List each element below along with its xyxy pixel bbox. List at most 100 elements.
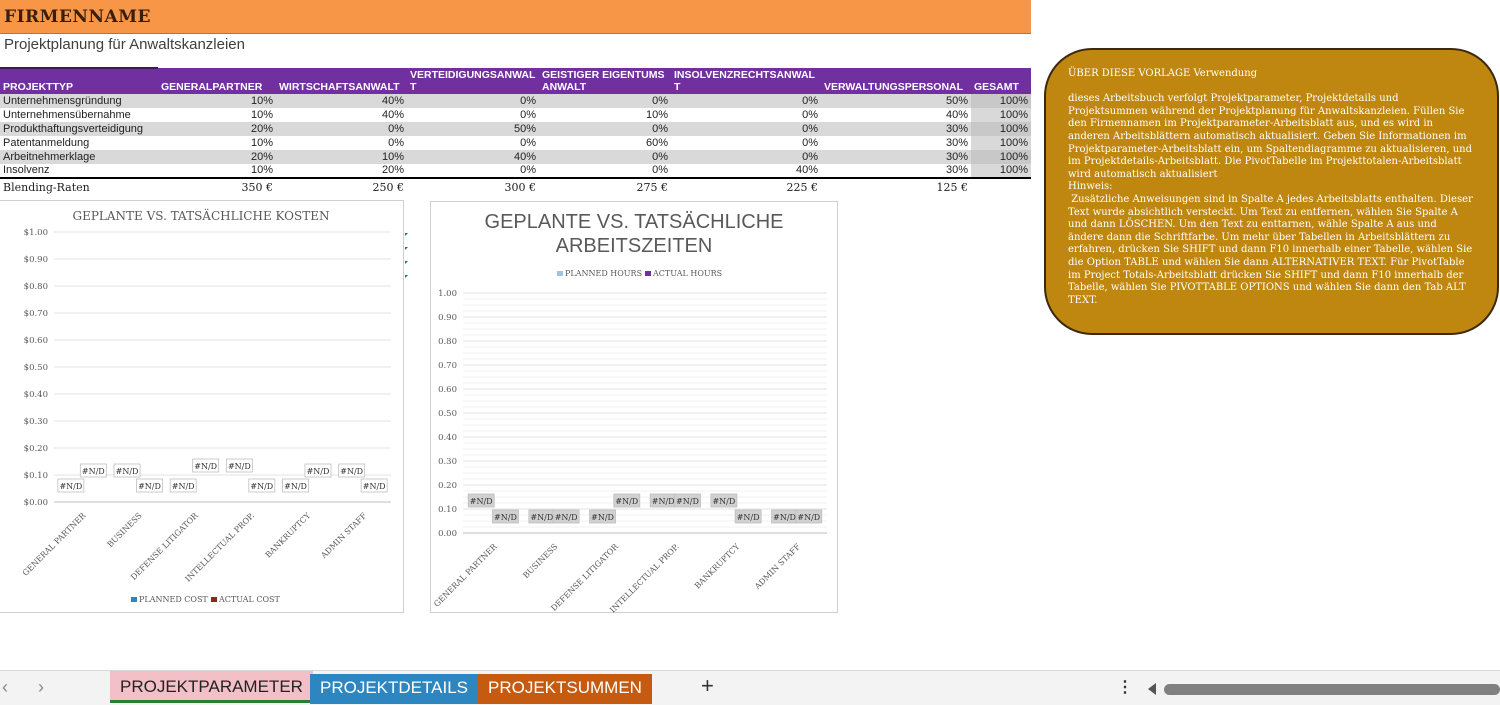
- table-cell[interactable]: 30%: [945, 136, 968, 149]
- column-header[interactable]: GENERALPARTNER: [158, 68, 276, 94]
- table-cell[interactable]: 0%: [671, 150, 821, 164]
- y-tick-label: $0.00: [24, 498, 48, 508]
- data-label: #N/D: [797, 513, 820, 522]
- y-tick-label: $0.40: [24, 390, 48, 400]
- table-cell[interactable]: 10%: [276, 150, 407, 164]
- legend-swatch: [131, 597, 137, 602]
- rate-cell[interactable]: 300 €: [407, 177, 539, 196]
- table-cell[interactable]: 10%: [158, 164, 276, 179]
- y-tick-label: 0.30: [438, 457, 457, 467]
- rate-cell[interactable]: 350 €: [158, 177, 276, 196]
- table-cell[interactable]: 0%: [802, 136, 818, 149]
- table-cell[interactable]: 100%: [971, 108, 1031, 122]
- planned-vs-actual-hours-chart[interactable]: GEPLANTE VS. TATSÄCHLICHE ARBEITSZEITEN …: [430, 201, 838, 614]
- table-cell[interactable]: 0%: [671, 94, 821, 108]
- table-cell[interactable]: 10%: [645, 108, 668, 121]
- table-cell[interactable]: 40%: [276, 94, 407, 108]
- table-cell[interactable]: 0%: [520, 108, 536, 121]
- horizontal-scrollbar[interactable]: [1164, 684, 1500, 695]
- table-cell[interactable]: 0%: [539, 122, 671, 136]
- tab-projektparameter[interactable]: PROJEKTPARAMETER: [110, 671, 313, 703]
- y-tick-label: $0.50: [24, 363, 48, 373]
- table-cell[interactable]: 100%: [971, 150, 1031, 164]
- tab-projektdetails[interactable]: PROJEKTDETAILS: [310, 674, 478, 704]
- tab-projektsummen[interactable]: PROJEKTSUMMEN: [478, 674, 652, 704]
- table-cell[interactable]: 10%: [250, 136, 273, 149]
- table-cell[interactable]: 0%: [539, 94, 671, 108]
- data-label-box: [192, 458, 220, 473]
- data-label-box: [674, 493, 701, 508]
- table-cell[interactable]: 40%: [945, 108, 968, 121]
- table-cell[interactable]: 30%: [821, 164, 971, 179]
- table-cell[interactable]: 100%: [971, 94, 1031, 108]
- data-label-box: [225, 458, 253, 473]
- column-header[interactable]: INSOLVENZRECHTSANWALT: [671, 68, 821, 94]
- table-cell[interactable]: 10%: [158, 94, 276, 108]
- legend-label: ACTUAL HOURS: [652, 269, 722, 278]
- table-cell[interactable]: 0%: [539, 164, 671, 179]
- more-options-icon[interactable]: ⋮: [1117, 679, 1133, 696]
- table-cell[interactable]: 100%: [971, 136, 1031, 150]
- data-label-box: [552, 509, 580, 524]
- table-cell[interactable]: 0%: [388, 136, 404, 149]
- table-cell[interactable]: 40%: [671, 164, 821, 179]
- rate-cell[interactable]: [971, 177, 1031, 196]
- company-name[interactable]: FIRMENNAME: [4, 7, 151, 27]
- data-label: #N/D: [284, 482, 307, 491]
- table-cell[interactable]: 0%: [671, 122, 821, 136]
- table-cell[interactable]: 10%: [250, 108, 273, 121]
- table-cell[interactable]: 20%: [158, 122, 276, 136]
- table-cell[interactable]: 0%: [802, 108, 818, 121]
- rate-cell[interactable]: 225 €: [671, 177, 821, 196]
- table-header-row: PROJEKTTYP GENERALPARTNER WIRTSCHAFTSANWAL…: [0, 67, 1031, 94]
- table-cell[interactable]: 40%: [381, 108, 404, 121]
- column-header[interactable]: PROJEKTTYP: [0, 67, 158, 94]
- project-type-cell[interactable]: Patentanmeldung: [3, 136, 90, 149]
- rates-label[interactable]: Blending-Raten: [0, 177, 158, 196]
- table-cell[interactable]: 30%: [821, 150, 971, 164]
- table-row: Unternehmensübernahme 10% 40% 0% 10% 0% 40% 100…: [0, 108, 1031, 122]
- next-sheet-icon[interactable]: ›: [38, 677, 44, 697]
- table-cell[interactable]: 0%: [539, 150, 671, 164]
- table-cell[interactable]: 100%: [971, 122, 1031, 136]
- table-cell[interactable]: 20%: [276, 164, 407, 179]
- project-type-cell[interactable]: Unternehmensgründung: [0, 94, 158, 108]
- project-type-cell[interactable]: Produkthaftungsverteidigung: [0, 122, 158, 136]
- planned-vs-actual-cost-chart[interactable]: GEPLANTE VS. TATSÄCHLICHE KOSTEN $0.00 $0…: [0, 200, 404, 613]
- table-cell[interactable]: 0%: [407, 164, 539, 179]
- data-label: #N/D: [59, 482, 82, 491]
- table-cell[interactable]: 20%: [158, 150, 276, 164]
- y-tick-label: $0.60: [24, 336, 48, 346]
- data-label: #N/D: [773, 513, 796, 522]
- about-template-note[interactable]: ÜBER DIESE VORLAGE Verwendung dieses Arb…: [1044, 48, 1499, 335]
- table-cell[interactable]: 100%: [971, 164, 1031, 179]
- column-header[interactable]: WIRTSCHAFTSANWALT: [276, 68, 407, 94]
- project-type-cell[interactable]: Arbeitnehmerklage: [0, 150, 158, 164]
- data-label-box: [710, 493, 738, 508]
- table-cell[interactable]: 60%: [645, 136, 668, 149]
- table-cell[interactable]: 50%: [821, 94, 971, 108]
- rate-cell[interactable]: 250 €: [276, 177, 407, 196]
- data-label: #N/D: [591, 513, 614, 522]
- scroll-left-icon[interactable]: [1148, 683, 1156, 695]
- add-sheet-button[interactable]: +: [701, 673, 714, 698]
- rate-cell[interactable]: 275 €: [539, 177, 671, 196]
- table-cell[interactable]: 0%: [407, 94, 539, 108]
- table-cell[interactable]: 30%: [821, 122, 971, 136]
- table-cell[interactable]: 50%: [407, 122, 539, 136]
- page-subtitle[interactable]: Projektplanung für Anwaltskanzleien: [4, 36, 245, 53]
- y-tick-label: 0.40: [438, 433, 457, 443]
- column-header[interactable]: GESAMT: [971, 68, 1031, 94]
- project-type-cell[interactable]: Insolvenz: [0, 164, 158, 179]
- column-header[interactable]: VERWALTUNGSPERSONAL: [821, 68, 971, 94]
- table-cell[interactable]: 0%: [520, 136, 536, 149]
- y-tick-label: 0.50: [438, 409, 457, 419]
- data-label-box: [360, 478, 388, 493]
- rate-cell[interactable]: 125 €: [821, 177, 971, 196]
- prev-sheet-icon[interactable]: ‹: [2, 677, 8, 697]
- table-cell[interactable]: 40%: [407, 150, 539, 164]
- column-header[interactable]: GEISTIGER EIGENTUMSANWALT: [539, 68, 671, 94]
- table-cell[interactable]: 0%: [276, 122, 407, 136]
- project-type-cell[interactable]: Unternehmensübernahme: [3, 108, 131, 121]
- column-header[interactable]: VERTEIDIGUNGSANWALT: [407, 68, 539, 94]
